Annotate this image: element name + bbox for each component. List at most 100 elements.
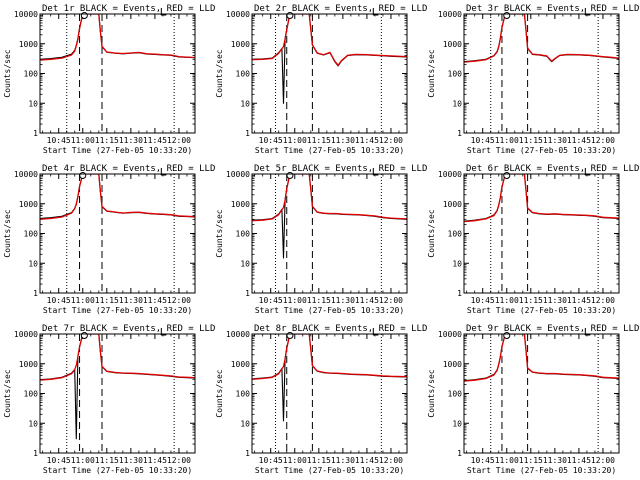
lld-series-line — [40, 14, 195, 61]
series-group — [252, 14, 407, 104]
bracket-marker — [372, 168, 379, 176]
circle-marker — [286, 172, 294, 179]
x-tick-label: 11:15 — [95, 136, 119, 145]
lld-series-line — [252, 174, 407, 222]
series-group — [464, 334, 619, 382]
panel-title: Det 5r BLACK = Events, RED = LLD — [254, 164, 427, 174]
bracket-marker — [160, 168, 167, 176]
circle-marker — [80, 12, 88, 19]
x-axis-label: Start Time (27-Feb-05 10:33:20) — [467, 306, 616, 315]
y-tick-label: 1000 — [443, 200, 462, 209]
y-tick-label: 1 — [245, 449, 250, 458]
y-tick-label: 1 — [33, 449, 38, 458]
lld-series-line — [252, 14, 407, 66]
y-tick-label: 100 — [24, 230, 39, 239]
panel-title: Det 3r BLACK = Events, RED = LLD — [466, 4, 639, 14]
detector-panel-9: Det 9r BLACK = Events, RED = LLD Counts/s… — [427, 324, 639, 475]
x-tick-label: 11:00 — [71, 136, 95, 145]
y-tick-label: 100 — [448, 390, 463, 399]
bracket-marker — [372, 328, 379, 336]
x-tick-label: 11:00 — [283, 296, 307, 305]
x-tick-label: 11:00 — [283, 136, 307, 145]
x-tick-label: 12:00 — [591, 136, 615, 145]
x-tick-label: 10:45 — [259, 296, 283, 305]
events-series-line — [252, 334, 407, 422]
detector-panel-5: Det 5r BLACK = Events, RED = LLD Counts/s… — [215, 164, 427, 315]
x-tick-label: 11:00 — [495, 456, 519, 465]
series-group — [252, 174, 407, 259]
detector-panel-8: Det 8r BLACK = Events, RED = LLD Counts/s… — [215, 324, 427, 475]
y-tick-label: 10 — [240, 99, 250, 108]
plot-frame — [463, 333, 620, 454]
y-tick-label: 1000 — [19, 360, 38, 369]
x-tick-label: 11:30 — [543, 136, 567, 145]
x-tick-label: 11:45 — [567, 296, 591, 305]
x-tick-label: 11:15 — [519, 296, 543, 305]
y-axis-label: Counts/sec — [215, 209, 224, 257]
series-group — [464, 14, 619, 63]
x-tick-label: 11:15 — [95, 296, 119, 305]
y-tick-label: 10 — [452, 99, 462, 108]
bracket-marker — [584, 328, 591, 336]
y-tick-label: 10 — [240, 419, 250, 428]
circle-marker — [286, 332, 294, 339]
y-tick-label: 100 — [448, 230, 463, 239]
x-tick-label: 12:00 — [167, 296, 191, 305]
x-tick-label: 11:00 — [495, 136, 519, 145]
plot-frame — [463, 173, 620, 294]
series-group — [252, 334, 407, 422]
y-tick-label: 1000 — [231, 200, 250, 209]
y-tick-label: 100 — [24, 70, 39, 79]
x-tick-label: 11:45 — [143, 296, 167, 305]
y-tick-label: 1 — [457, 129, 462, 138]
plot-frame — [251, 333, 408, 454]
bracket-marker — [372, 8, 379, 16]
y-tick-label: 1 — [457, 449, 462, 458]
x-axis-label: Start Time (27-Feb-05 10:33:20) — [43, 306, 192, 315]
events-series-line — [252, 14, 407, 104]
x-tick-label: 11:15 — [519, 136, 543, 145]
y-axis-label: Counts/sec — [215, 49, 224, 97]
y-tick-label: 1000 — [19, 40, 38, 49]
y-tick-label: 10000 — [438, 10, 462, 19]
circle-marker — [80, 332, 88, 339]
y-tick-label: 10000 — [226, 10, 250, 19]
y-tick-label: 1000 — [231, 360, 250, 369]
detector-panel-4: Det 4r BLACK = Events, RED = LLD Counts/s… — [3, 164, 215, 315]
x-tick-label: 11:45 — [355, 456, 379, 465]
plot-frame — [39, 333, 196, 454]
panel-title: Det 8r BLACK = Events, RED = LLD — [254, 324, 427, 334]
y-tick-label: 100 — [236, 390, 251, 399]
y-tick-label: 10000 — [226, 330, 250, 339]
lld-series-line — [40, 334, 195, 381]
x-tick-label: 11:15 — [307, 136, 331, 145]
y-tick-label: 10 — [452, 419, 462, 428]
x-tick-label: 11:00 — [71, 456, 95, 465]
x-tick-label: 11:30 — [331, 456, 355, 465]
y-axis-label: Counts/sec — [3, 369, 12, 417]
lld-series-line — [464, 174, 619, 223]
circle-marker — [503, 12, 511, 19]
x-tick-label: 11:45 — [143, 136, 167, 145]
y-tick-label: 1 — [245, 289, 250, 298]
y-axis-label: Counts/sec — [427, 49, 436, 97]
y-tick-label: 1000 — [443, 40, 462, 49]
x-axis-label: Start Time (27-Feb-05 10:33:20) — [255, 306, 404, 315]
x-tick-label: 11:15 — [519, 456, 543, 465]
plot-frame — [251, 13, 408, 134]
series-group — [40, 334, 195, 440]
x-tick-label: 12:00 — [379, 456, 403, 465]
y-axis-label: Counts/sec — [3, 209, 12, 257]
bracket-marker — [584, 8, 591, 16]
x-tick-label: 11:45 — [355, 296, 379, 305]
events-series-line — [252, 174, 407, 259]
y-axis-label: Counts/sec — [427, 369, 436, 417]
circle-marker — [503, 172, 511, 179]
y-tick-label: 10000 — [438, 330, 462, 339]
y-axis-label: Counts/sec — [215, 369, 224, 417]
detector-panel-6: Det 6r BLACK = Events, RED = LLD Counts/s… — [427, 164, 639, 315]
y-tick-label: 10 — [240, 259, 250, 268]
series-group — [40, 174, 195, 220]
y-tick-label: 1 — [245, 129, 250, 138]
